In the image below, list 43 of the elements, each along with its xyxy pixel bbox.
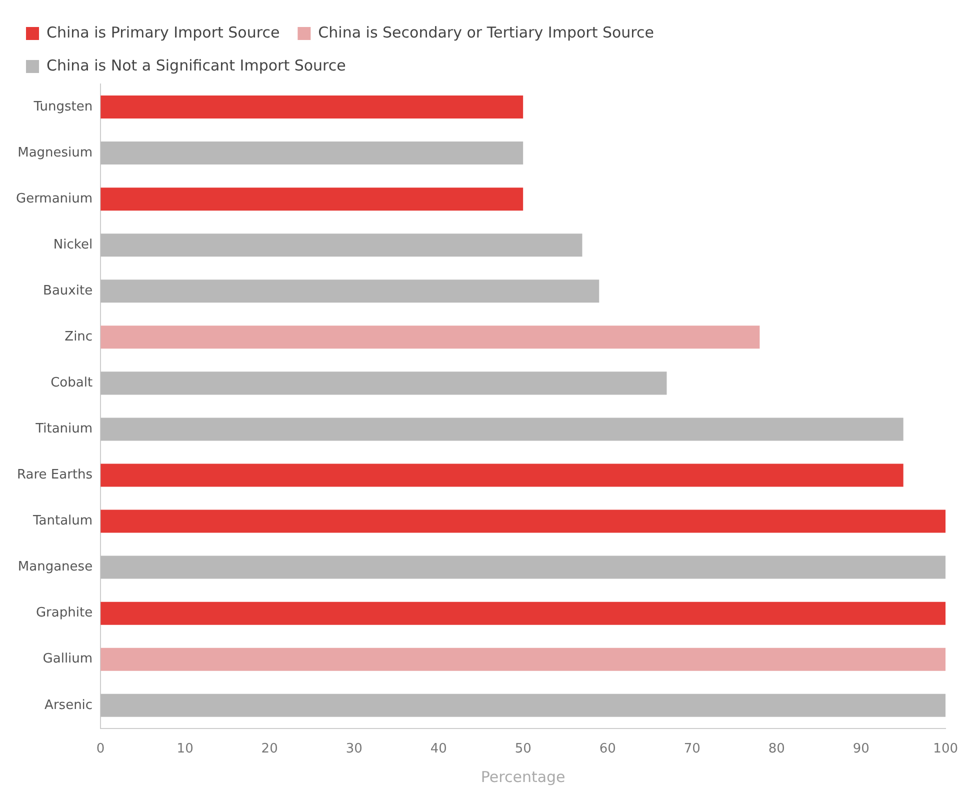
y-tick-label: Rare Earths	[17, 468, 93, 483]
bar	[100, 280, 600, 303]
bar	[100, 556, 946, 579]
x-tick-label: 100	[933, 742, 958, 757]
x-axis-title: Percentage	[480, 768, 566, 786]
y-tick-label: Bauxite	[43, 284, 93, 299]
y-tick-label: Germanium	[16, 191, 93, 206]
legend-label: China is Primary Import Source	[46, 23, 280, 42]
y-tick-label: Nickel	[53, 237, 93, 252]
legend-label: China is Secondary or Tertiary Import Source	[318, 23, 654, 42]
x-tick-label: 20	[261, 742, 278, 757]
x-tick-label: 40	[430, 742, 447, 757]
x-tick-label: 10	[176, 742, 194, 757]
bar	[100, 510, 946, 533]
y-tick-label: Graphite	[36, 606, 93, 621]
bar	[100, 464, 904, 487]
y-tick-label: Arsenic	[44, 698, 93, 713]
x-tick-label: 70	[684, 742, 700, 757]
y-tick-label: Tungsten	[32, 99, 93, 114]
y-tick-label: Cobalt	[50, 376, 93, 391]
bar	[100, 372, 667, 395]
bar	[100, 602, 946, 625]
x-tick-label: 90	[852, 742, 870, 757]
y-tick-label: Magnesium	[18, 145, 93, 160]
legend-label: China is Not a Significant Import Source	[46, 56, 346, 74]
bar	[100, 648, 946, 671]
y-tick-label: Gallium	[42, 652, 93, 667]
x-tick-label: 80	[768, 742, 785, 757]
bar	[100, 142, 524, 165]
x-tick-label: 50	[514, 742, 532, 757]
bar	[100, 188, 524, 211]
x-tick-label: 0	[96, 742, 105, 757]
y-tick-label: Tantalum	[32, 514, 93, 529]
y-tick-label: Titanium	[34, 422, 93, 437]
y-tick-label: Zinc	[64, 330, 93, 345]
bar	[100, 96, 524, 119]
x-tick-label: 30	[346, 742, 362, 757]
x-tick-label: 60	[599, 742, 616, 757]
bar	[100, 326, 760, 349]
bar	[100, 694, 946, 717]
y-tick-label: Manganese	[18, 560, 93, 575]
bar	[100, 234, 582, 257]
bar	[100, 418, 904, 441]
